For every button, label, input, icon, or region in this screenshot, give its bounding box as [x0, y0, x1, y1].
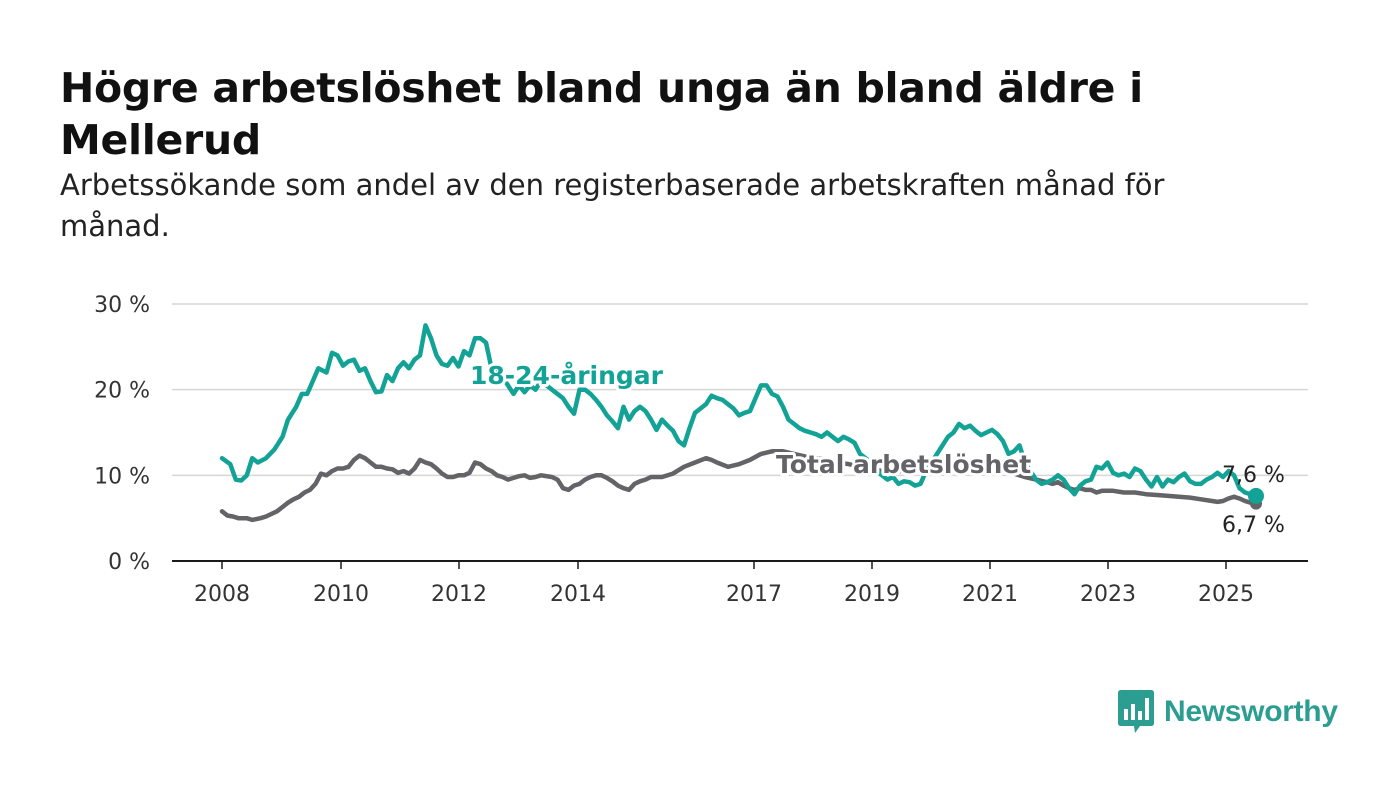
series-line-youth — [219, 323, 1259, 499]
x-tick-label: 2017 — [726, 582, 782, 607]
x-tick-label: 2014 — [550, 582, 606, 607]
x-tick-label: 2023 — [1080, 582, 1136, 607]
y-tick-label: 20 % — [94, 379, 150, 404]
y-axis-ticks: 0 % 10 % 20 % 30 % — [94, 293, 150, 575]
x-tick-label: 2025 — [1198, 582, 1254, 607]
x-tick-label: 2021 — [962, 582, 1018, 607]
x-axis-ticks: 2008 2010 2012 2014 2017 2019 2021 2023 2025 — [194, 561, 1254, 607]
x-tick-label: 2008 — [194, 582, 250, 607]
y-tick-label: 0 % — [108, 550, 150, 575]
series-lines — [219, 323, 1264, 523]
end-value-youth: 7,6 % — [1222, 463, 1285, 488]
end-value-total: 6,7 % — [1222, 513, 1285, 538]
chart-subtitle: Arbetssökande som andel av den registerb… — [60, 168, 1165, 243]
series-labels: 18-24-åringar Total arbetslöshet 7,6 % 6,7 … — [467, 358, 1285, 538]
series-line-total — [219, 449, 1259, 523]
series-label-youth: 18-24-åringar — [470, 361, 664, 390]
chart-title: Högre arbetslöshet bland unga än bland ä… — [60, 64, 1143, 164]
x-tick-label: 2010 — [313, 582, 369, 607]
series-end-point — [1248, 487, 1264, 504]
gridlines — [172, 303, 1308, 562]
y-tick-label: 10 % — [94, 464, 150, 489]
x-tick-label: 2019 — [844, 582, 900, 607]
y-tick-label: 30 % — [94, 293, 150, 318]
series-label-total: Total arbetslöshet — [776, 450, 1031, 479]
newsworthy-logo: Newsworthy — [1118, 690, 1338, 734]
newsworthy-brand-name: Newsworthy — [1164, 695, 1338, 728]
newsworthy-chart-icon — [1118, 690, 1154, 733]
x-tick-label: 2012 — [431, 582, 487, 607]
